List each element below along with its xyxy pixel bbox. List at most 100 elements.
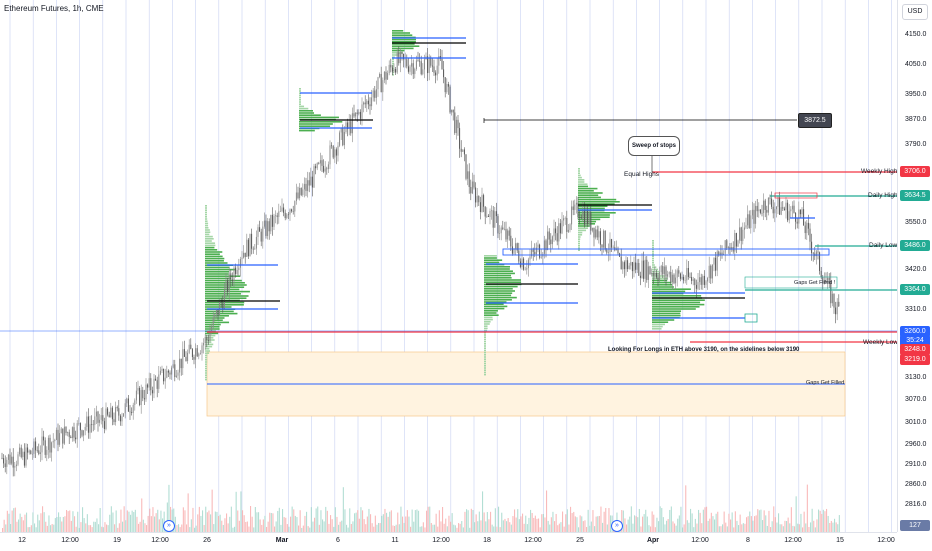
- currency-selector[interactable]: USD: [902, 4, 928, 20]
- volume-bar: [408, 516, 410, 532]
- candle-body: [92, 424, 94, 426]
- candle-body: [788, 211, 790, 221]
- profile-row: [578, 168, 580, 170]
- candle-body: [1, 457, 3, 459]
- chart-area[interactable]: [0, 0, 897, 532]
- price-tick: 2816.0: [905, 501, 927, 508]
- candle-body: [387, 73, 389, 80]
- volume-bar: [120, 509, 122, 532]
- profile-row: [205, 376, 207, 379]
- volume-bar: [230, 506, 232, 532]
- volume-bar: [453, 524, 455, 532]
- candle-body: [174, 364, 176, 378]
- volume-bar: [109, 514, 111, 532]
- candle-body: [729, 247, 731, 250]
- candle-body: [382, 80, 384, 93]
- volume-bar: [186, 524, 188, 532]
- profile-row: [205, 337, 214, 339]
- time-axis[interactable]: [0, 532, 897, 551]
- volume-bar: [621, 510, 623, 532]
- volume-bar: [467, 510, 469, 532]
- event-marker-icon[interactable]: »: [163, 520, 175, 532]
- candle-body: [705, 281, 707, 285]
- event-marker-icon[interactable]: »: [611, 520, 623, 532]
- candle-body: [446, 84, 448, 93]
- candle-body: [155, 378, 157, 381]
- candle-body: [249, 233, 251, 257]
- profile-row: [578, 181, 585, 183]
- candle-body: [393, 68, 395, 72]
- volume-bar: [546, 490, 548, 532]
- volume-bar: [34, 523, 36, 532]
- candle-body: [583, 209, 585, 225]
- candle-body: [180, 358, 182, 369]
- volume-bar: [462, 527, 464, 532]
- volume-bar: [280, 524, 282, 532]
- price-tick: 3420.0: [905, 266, 927, 273]
- candle-body: [52, 441, 54, 443]
- volume-bar: [379, 523, 381, 532]
- candle-body: [287, 214, 289, 216]
- candle-body: [340, 128, 342, 133]
- volume-bar: [784, 520, 786, 532]
- candle-body: [575, 202, 577, 205]
- volume-bar: [106, 524, 108, 532]
- volume-bar: [821, 513, 823, 532]
- profile-row: [578, 247, 580, 249]
- profile-row: [392, 65, 394, 67]
- profile-row: [652, 319, 675, 321]
- volume-bar: [402, 516, 404, 532]
- volume-bar: [326, 510, 328, 532]
- volume-bar: [50, 525, 52, 532]
- volume-bar: [774, 517, 776, 532]
- volume-bar: [674, 523, 676, 532]
- profile-row: [484, 365, 486, 367]
- volume-bar: [530, 509, 532, 532]
- volume-bar: [698, 509, 700, 532]
- volume-bar: [448, 515, 450, 532]
- candle-body: [163, 368, 165, 382]
- volume-bar: [451, 513, 453, 532]
- profile-row: [484, 259, 503, 261]
- candle-body: [395, 68, 397, 73]
- candle-body: [315, 166, 317, 169]
- candle-body: [267, 221, 269, 236]
- profile-row: [484, 329, 488, 332]
- volume-bar: [24, 514, 26, 532]
- volume-bar: [240, 491, 242, 532]
- time-tick: 11: [391, 537, 399, 544]
- candle-body: [167, 370, 169, 373]
- volume-bar: [30, 525, 32, 532]
- profile-row: [484, 351, 486, 354]
- candle-body: [297, 192, 299, 199]
- profile-row: [205, 293, 241, 295]
- volume-bar: [517, 509, 519, 532]
- profile-row: [578, 183, 588, 185]
- volume-bar: [259, 519, 261, 532]
- candle-body: [766, 209, 768, 213]
- volume-bar: [403, 522, 405, 532]
- volume-bar: [638, 508, 640, 532]
- volume-bar: [528, 517, 530, 532]
- candle-body: [28, 450, 30, 453]
- profile-row: [484, 354, 486, 356]
- candle-body: [204, 337, 206, 344]
- candle-body: [75, 437, 77, 440]
- volume-bar: [835, 522, 837, 532]
- volume-bar: [18, 519, 20, 532]
- profile-row: [205, 319, 223, 321]
- equal-highs-label: Equal Highs: [624, 171, 660, 178]
- candle-body: [726, 240, 728, 249]
- price-axis[interactable]: [897, 0, 932, 532]
- volume-bar: [195, 525, 197, 532]
- candle-body: [495, 211, 497, 217]
- volume-bar: [80, 522, 82, 532]
- candle-body: [622, 262, 624, 270]
- candle-body: [767, 197, 769, 213]
- candle-body: [572, 206, 574, 210]
- candle-body: [383, 71, 385, 81]
- candle-body: [659, 272, 661, 281]
- candle-body: [271, 214, 273, 227]
- candle-body: [350, 121, 352, 134]
- profile-row: [578, 236, 581, 238]
